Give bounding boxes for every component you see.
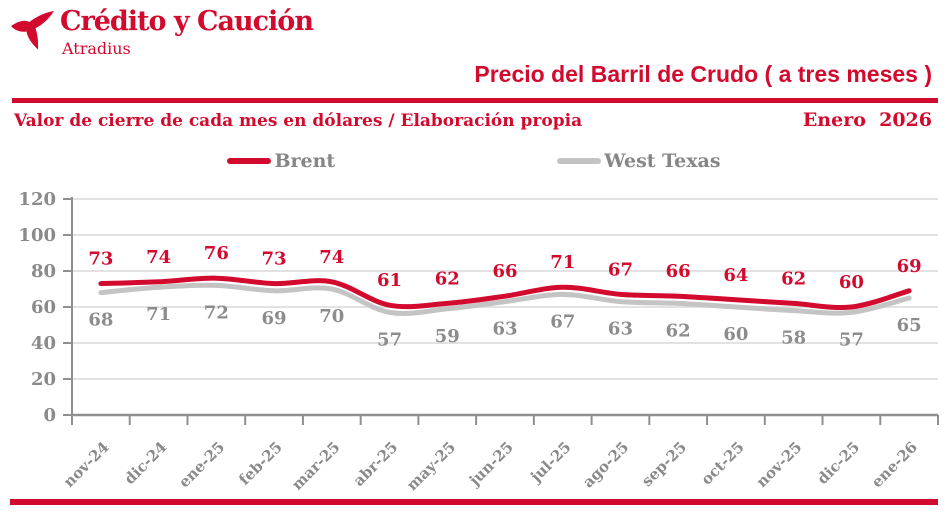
data-point-label-brent: 66 — [492, 261, 517, 282]
data-point-label-brent: 69 — [897, 256, 922, 277]
legend-label-west-texas: West Texas — [604, 150, 721, 172]
data-point-label-west-texas: 63 — [492, 319, 517, 340]
subheader: Valor de cierre de cada mes en dólares /… — [14, 109, 932, 131]
data-point-label-west-texas: 68 — [88, 310, 113, 331]
data-point-label-west-texas: 57 — [377, 329, 402, 350]
legend-label-brent: Brent — [274, 150, 336, 172]
x-tick-label: ene-26 — [868, 438, 921, 491]
brent-line-swatch — [227, 158, 272, 164]
data-point-label-brent: 66 — [666, 261, 691, 282]
x-tick-label: ene-25 — [175, 438, 228, 491]
data-point-label-west-texas: 63 — [608, 319, 633, 340]
y-tick-label: 60 — [31, 297, 56, 318]
data-point-label-brent: 67 — [608, 259, 633, 280]
x-tick-label: feb-25 — [235, 438, 286, 489]
west-texas-line-swatch — [557, 158, 602, 164]
data-point-label-west-texas: 60 — [723, 324, 748, 345]
data-point-label-west-texas: 70 — [319, 306, 344, 327]
data-point-label-brent: 64 — [723, 265, 748, 286]
x-tick-label: ago-25 — [579, 438, 632, 491]
chart-legend: Brent West Texas — [0, 150, 948, 172]
x-tick-label: oct-25 — [697, 438, 747, 488]
x-tick-label: dic-25 — [813, 438, 863, 488]
x-tick-label: dic-24 — [121, 438, 171, 488]
data-point-label-west-texas: 69 — [262, 308, 287, 329]
data-point-label-brent: 61 — [377, 270, 402, 291]
y-tick-label: 0 — [43, 405, 56, 426]
data-point-label-west-texas: 72 — [204, 302, 229, 323]
top-divider — [12, 98, 938, 103]
data-point-label-brent: 62 — [435, 268, 460, 289]
logo-title: Crédito y Caución — [60, 6, 314, 37]
data-point-label-brent: 76 — [204, 243, 229, 264]
x-tick-label: sep-25 — [638, 438, 690, 490]
data-point-label-west-texas: 67 — [550, 311, 575, 332]
atradius-logo-icon — [11, 11, 54, 50]
data-point-label-west-texas: 59 — [435, 326, 460, 347]
brent-line — [98, 275, 912, 310]
date-label: Enero 2026 — [802, 109, 932, 131]
logo-subtitle: Atradius — [62, 39, 131, 58]
data-point-label-west-texas: 58 — [781, 328, 806, 349]
x-tick-label: mar-25 — [288, 438, 344, 493]
x-tick-label: jun-25 — [464, 438, 517, 491]
x-tick-label: jul-25 — [526, 438, 575, 487]
data-point-label-west-texas: 57 — [839, 329, 864, 350]
data-point-label-west-texas: 65 — [897, 315, 922, 336]
chart-subtitle: Valor de cierre de cada mes en dólares /… — [14, 111, 583, 131]
data-point-label-brent: 71 — [550, 252, 575, 273]
x-tick-label: nov-24 — [60, 438, 113, 491]
y-tick-label: 120 — [18, 189, 56, 210]
bottom-divider — [10, 499, 938, 505]
data-point-label-brent: 74 — [146, 247, 171, 268]
data-point-label-west-texas: 71 — [146, 304, 171, 325]
x-tick-label: nov-25 — [753, 438, 806, 491]
y-tick-label: 80 — [31, 261, 56, 282]
x-tick-label: may-25 — [403, 438, 459, 493]
x-tick-label: abr-25 — [350, 438, 402, 490]
page-title: Precio del Barril de Crudo ( a tres mese… — [474, 61, 932, 87]
data-point-label-brent: 73 — [262, 249, 287, 270]
y-tick-label: 40 — [31, 333, 56, 354]
y-tick-label: 100 — [18, 225, 56, 246]
legend-item-brent: Brent — [227, 150, 335, 172]
logo: Crédito y Caución Atradius — [10, 6, 314, 58]
y-tick-label: 20 — [31, 369, 56, 390]
data-point-label-brent: 74 — [319, 247, 344, 268]
data-point-label-brent: 73 — [88, 249, 113, 270]
west-texas-line — [98, 282, 912, 316]
data-point-label-brent: 60 — [839, 272, 864, 293]
legend-item-west-texas: West Texas — [557, 150, 721, 172]
logo-text: Crédito y Caución Atradius — [60, 6, 314, 58]
data-point-label-brent: 62 — [781, 268, 806, 289]
data-point-label-west-texas: 62 — [666, 320, 691, 341]
